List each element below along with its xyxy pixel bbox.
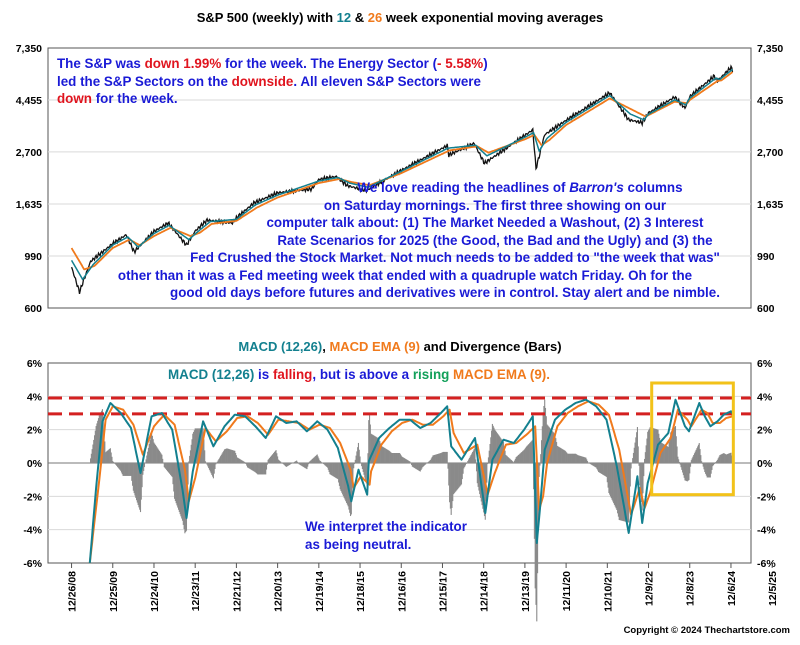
note-line2-a: led the S&P Sectors on the: [57, 73, 232, 89]
macd-note-g: .: [546, 367, 550, 382]
top-title-26: 26: [367, 10, 383, 25]
x-tick-label: 12/8/23: [685, 571, 697, 606]
macd-ytick-right: 6%: [757, 358, 773, 370]
interpretation-note: We interpret the indicator as being neut…: [305, 518, 467, 553]
highlight-box: [650, 381, 735, 497]
x-tick-label: 12/14/18: [479, 571, 491, 612]
x-tick-label: 12/6/24: [726, 571, 738, 606]
macd-title-a: MACD (12,26): [238, 339, 323, 354]
ema12-line: [70, 68, 733, 281]
macd-ytick-right: -4%: [757, 525, 776, 537]
top-weekly-note: The S&P was down 1.99% for the week. The…: [57, 55, 488, 108]
note-line1-e: ): [483, 56, 488, 71]
price-ytick-left: 4,455: [16, 95, 42, 107]
x-tick-label: 12/19/14: [314, 571, 326, 612]
barrons-l1-a: We love reading the headlines of: [357, 180, 570, 195]
price-ytick-left: 1,635: [16, 199, 42, 211]
x-tick-label: 12/13/19: [520, 571, 532, 612]
x-tick-label: 12/9/22: [644, 571, 656, 606]
macd-ytick-left: 0%: [27, 458, 43, 470]
note-line3-b: for the week.: [91, 91, 178, 106]
copyright-text: Copyright © 2024 Thechartstore.com: [623, 625, 790, 636]
price-ytick-left: 2,700: [16, 147, 42, 159]
macd-note-d: , but is above a: [312, 367, 413, 382]
x-tick-label: 12/23/11: [190, 571, 202, 611]
macd-ytick-left: 2%: [27, 425, 43, 437]
macd-note-c: falling: [272, 367, 313, 382]
x-tick-label: 12/5/25: [767, 571, 779, 606]
x-tick-label: 12/21/12: [231, 571, 243, 612]
macd-ytick-right: 0%: [757, 458, 773, 470]
price-ytick-right: 4,455: [757, 95, 783, 107]
barrons-l3: computer talk about: (1) The Market Need…: [266, 215, 704, 230]
x-tick-label: 12/26/08: [67, 571, 79, 612]
ema26-line: [70, 71, 734, 271]
x-tick-label: 12/20/13: [273, 571, 285, 612]
x-tick-label: 12/18/15: [355, 571, 367, 612]
barrons-note: We love reading the headlines of Barron'…: [0, 179, 800, 302]
macd-ytick-right: -6%: [757, 558, 776, 570]
price-panel-frame: [47, 47, 752, 309]
macd-ytick-left: -6%: [23, 558, 42, 570]
price-ytick-right: 990: [757, 251, 775, 263]
barrons-l2: on Saturday mornings. The first three sh…: [323, 197, 667, 213]
macd-note-e: rising: [412, 367, 450, 382]
note-line1-b: down 1.99%: [144, 56, 222, 71]
price-ytick-left: 990: [24, 251, 42, 263]
macd-ytick-right: 4%: [757, 391, 773, 403]
note-line1-a: The S&P was: [57, 56, 145, 71]
top-title-pre: S&P 500 (weekly) with: [196, 10, 337, 25]
note-line2-c: . All eleven S&P Sectors were: [293, 73, 481, 89]
interpret-l2: as being neutral.: [305, 536, 412, 552]
price-ytick-right: 600: [757, 303, 775, 315]
x-tick-label: 12/24/10: [149, 571, 161, 612]
x-tick-label: 12/11/20: [561, 571, 573, 611]
macd-title-d: and Divergence (Bars): [419, 339, 562, 354]
barrons-l1-c: columns: [623, 180, 683, 195]
top-chart-title: S&P 500 (weekly) with 12 & 26 week expon…: [0, 10, 800, 25]
price-ytick-right: 1,635: [757, 199, 783, 211]
macd-ytick-left: 6%: [27, 358, 43, 370]
macd-ytick-left: 4%: [27, 391, 43, 403]
price-ytick-right: 7,350: [757, 43, 783, 55]
macd-ytick-right: -2%: [757, 491, 776, 503]
barrons-l5: Fed Crushed the Stock Market. Not much n…: [190, 250, 720, 265]
x-tick-label: 12/15/17: [437, 571, 449, 612]
x-tick-label: 12/10/21: [602, 571, 614, 612]
macd-title-b: ,: [322, 339, 330, 354]
macd-line: [88, 398, 734, 564]
price-ytick-right: 2,700: [757, 147, 783, 159]
macd-title-c: MACD EMA (9): [329, 339, 420, 354]
top-title-post: week exponential moving averages: [382, 10, 604, 25]
interpret-l1: We interpret the indicator: [305, 519, 467, 534]
top-title-12: 12: [336, 10, 352, 25]
macd-ytick-left: -2%: [23, 491, 42, 503]
macd-note-a: MACD (12,26): [168, 367, 255, 382]
macd-note-f: MACD EMA (9): [449, 367, 547, 382]
top-title-amp: &: [351, 10, 368, 25]
x-tick-label: 12/25/09: [108, 571, 120, 612]
note-line1-d: - 5.58%: [437, 56, 484, 71]
note-line1-c: for the week. The Energy Sector (: [221, 56, 438, 71]
barrons-l7: good old days before futures and derivat…: [170, 285, 720, 300]
barrons-l1-b: Barron's: [569, 180, 624, 195]
price-ytick-left: 7,350: [16, 43, 42, 55]
x-tick-label: 12/16/16: [396, 571, 408, 612]
barrons-l4: Rate Scenarios for 2025 (the Good, the B…: [277, 232, 713, 248]
macd-ytick-right: 2%: [757, 425, 773, 437]
barrons-l6: other than it was a Fed meeting week tha…: [117, 267, 693, 283]
macd-note-b: is: [254, 367, 273, 382]
note-line3-a: down: [57, 91, 92, 106]
macd-status-note: MACD (12,26) is falling, but is above a …: [168, 366, 550, 384]
macd-ytick-left: -4%: [23, 525, 42, 537]
macd-chart-title: MACD (12,26), MACD EMA (9) and Divergenc…: [0, 339, 800, 354]
note-line2-b: downside: [231, 73, 294, 89]
price-ytick-left: 600: [24, 303, 42, 315]
